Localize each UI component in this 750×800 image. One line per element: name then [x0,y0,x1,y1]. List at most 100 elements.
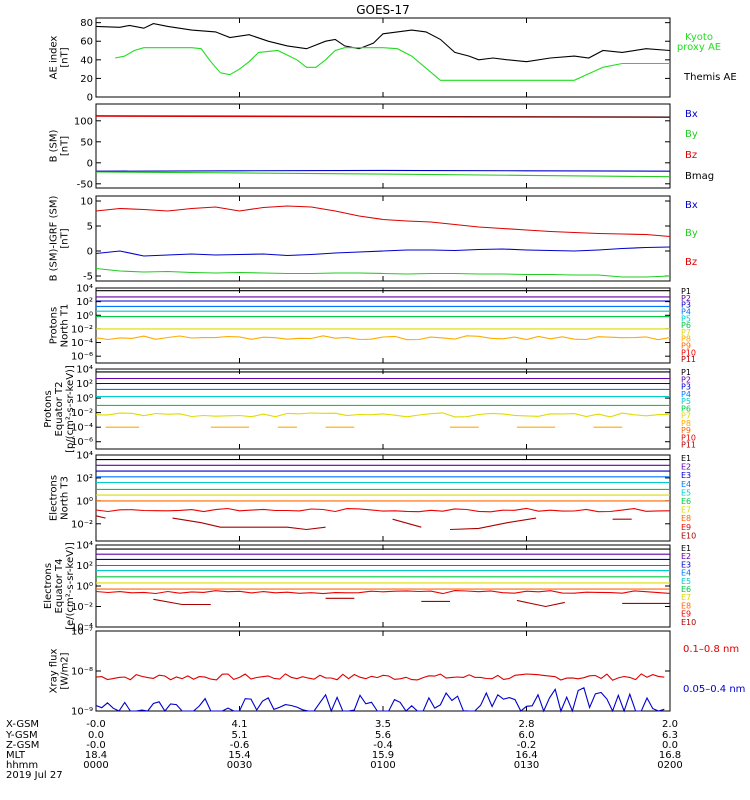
y-axis-label: B (SM) [49,129,60,162]
y-tick-label: 0 [87,247,93,258]
series-en-e10 [95,515,106,519]
legend-label: Bx [685,109,698,120]
ephemeris-value: 0.0 [88,730,104,741]
y-tick-label: 0 [87,93,93,104]
legend-label: P3 [681,383,691,392]
y-tick-label: 10² [76,561,93,572]
ephemeris-value: 0100 [370,760,395,771]
legend-label: P11 [681,355,696,364]
ephemeris-value: 0.0 [662,740,678,751]
legend-label: Bmag [685,171,714,182]
legend-label: Bz [685,150,697,161]
ephemeris-value: 0130 [514,760,539,771]
ephemeris-label: MLT [6,750,26,761]
y-axis-label: [nT] [60,47,71,67]
panel-en: 10⁴ 10² 10⁰ 10⁻² Electrons North T3 E1E2E3E4E5… [49,451,696,542]
ephemeris-value: 18.4 [85,750,107,761]
legend-label: E9 [681,523,691,532]
legend-label: 0.05–0.4 nm [683,684,745,695]
legend-label: E6 [681,497,691,506]
y-axis-label: Equator T2 [54,382,65,437]
series-ee-e9 [95,590,671,595]
legend-label: P10 [681,348,696,357]
legend-label: Bx [685,200,698,211]
legend-label: P8 [681,419,691,428]
series-en-e10 [172,517,326,531]
y-axis-label: Electrons [49,475,60,521]
panel-bigrf: 10 5 0 -5 B (SM)-IGRF (SM) [nT] Bx By Bz [49,195,698,283]
y-tick-label: 10⁻² [71,324,93,335]
x-axis-ephemeris: X-GSM -0.0 4.1 3.5 2.8 2.0 Y-GSM 0.0 5.1 5.6 6.0 6.… [5,719,683,781]
y-axis-label: [nT] [60,136,71,156]
series-xray-0-05-0-4-nm [95,687,665,713]
panel-pe: 10⁴ 10² 10⁰ 10⁻² 10⁻⁴ 10⁻⁶ Protons Equator T2 [p… [43,365,696,453]
legend-label: P5 [681,314,691,323]
y-tick-label: 10⁰ [76,582,93,593]
series-ae-kyoto-proxy-ae [114,47,670,81]
plot-title: GOES-17 [356,3,410,17]
ephemeris-value: -0.2 [517,740,537,751]
y-tick-label: 10⁴ [76,284,93,295]
y-tick-label: 10⁻² [71,408,93,419]
y-tick-label: 10⁴ [76,541,93,552]
legend-label: P9 [681,342,691,351]
panel-xray: 10⁻⁷ 10⁻⁸ 10⁻⁹ Xray flux [W/m2] 0.1–0.8 nm 0.0… [49,627,746,718]
y-tick-label: 10⁻⁸ [71,667,93,678]
legend-label: P3 [681,301,691,310]
ephemeris-label: Z-GSM [6,740,39,751]
y-tick-label: 10⁰ [76,311,93,322]
legend-label: P9 [681,426,691,435]
panel-ee: 10⁴ 10² 10⁰ 10⁻² 10⁻⁴ Electrons Equator T4 [e/(… [43,541,696,634]
y-tick-label: 40 [80,55,93,66]
y-axis-label: AE index [49,36,60,80]
series-en-e10 [449,517,537,531]
ephemeris-value: 0030 [227,760,252,771]
ephemeris-value: -0.0 [86,719,106,730]
series-bsm-by [95,171,671,178]
legend-label: proxy AE [677,42,721,53]
ephemeris-label: Y-GSM [5,730,38,741]
legend-label: E4 [681,480,691,489]
legend-label: By [685,228,698,239]
ephemeris-value: 2.0 [662,719,678,730]
ephemeris-value: 5.1 [232,730,248,741]
y-tick-label: 10⁻² [71,602,93,613]
panel-frame [95,195,671,282]
y-axis-label: Protons [49,307,60,344]
legend-label: P1 [681,287,691,296]
date-label: 2019 Jul 27 [6,770,63,781]
panel-frame [95,544,671,628]
ephemeris-value: 4.1 [232,719,248,730]
legend-label: E8 [681,514,691,523]
y-tick-label: 10⁴ [76,365,93,376]
ephemeris-label: X-GSM [6,719,39,730]
legend-label: P7 [681,328,691,337]
ephemeris-value: -0.6 [230,740,250,751]
legend-label: E5 [681,488,691,497]
legend-label: P7 [681,412,691,421]
series-ee-e10 [516,599,565,608]
series-xray-0-1-0-8-nm [95,673,665,681]
legend-label: E4 [681,569,691,578]
panel-frame [95,630,671,712]
legend-label: E1 [681,544,691,553]
legend-label: E8 [681,601,691,610]
legend-label: E3 [681,471,691,480]
y-tick-label: 10⁻⁷ [71,627,93,638]
legend-label: P2 [681,375,691,384]
ephemeris-value: 2.8 [519,719,535,730]
y-tick-label: 80 [80,18,93,29]
y-tick-label: 10⁻⁴ [71,623,93,634]
y-axis-label: Equator T4 [54,559,65,614]
legend-label: P6 [681,321,691,330]
legend-label: P4 [681,307,691,316]
ephemeris-value: 15.9 [372,750,394,761]
legend-label: P6 [681,404,691,413]
y-axis-label: [W/m2] [60,652,71,689]
ephemeris-value: 6.0 [519,730,535,741]
y-axis-label: Xray flux [49,649,60,694]
y-tick-label: 10⁰ [76,496,93,507]
series-pn-p8 [95,335,671,341]
